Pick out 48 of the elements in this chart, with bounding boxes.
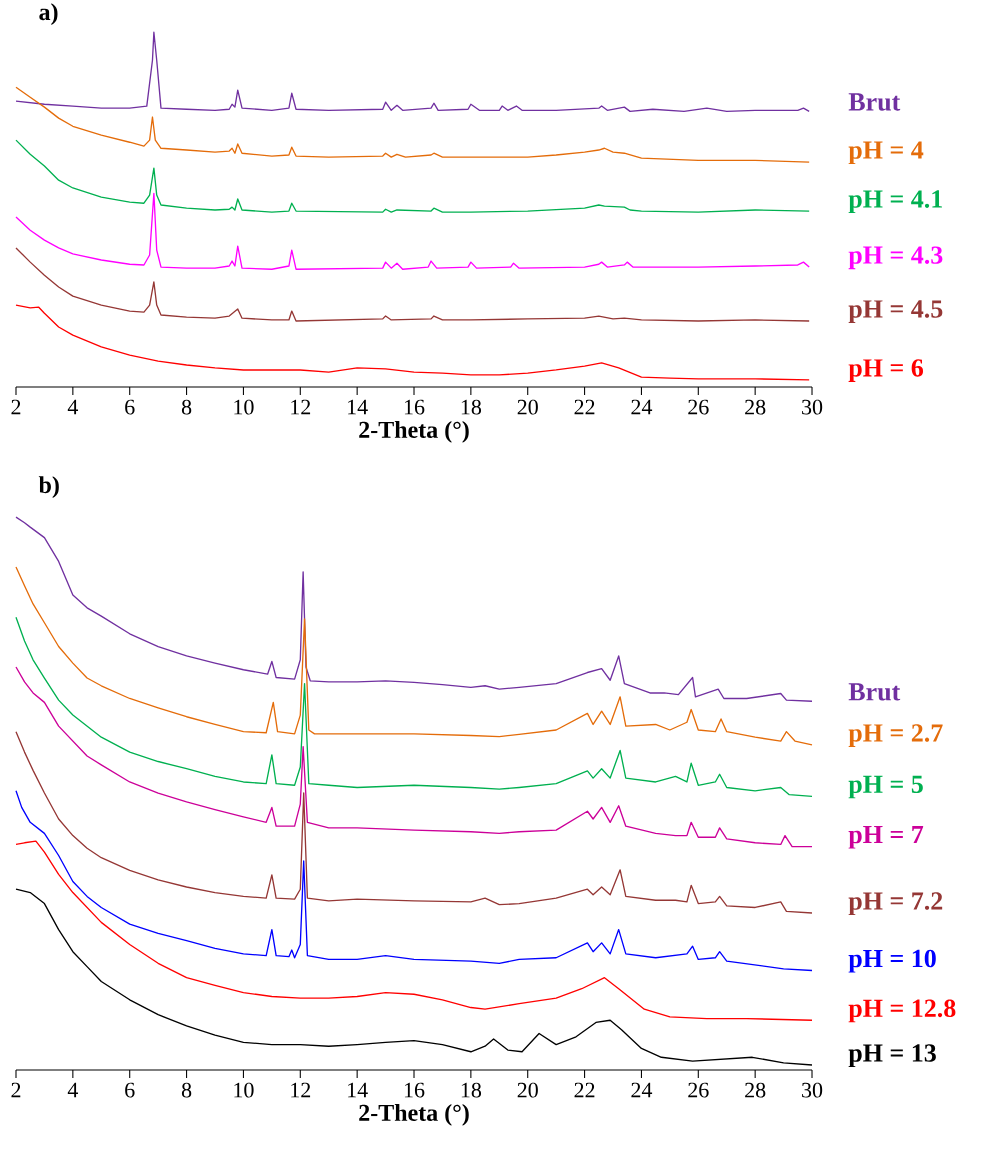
- x-tick-label: 10: [234, 1082, 254, 1098]
- x-tick-label: 14: [348, 399, 368, 415]
- x-tick-label: 24: [631, 399, 653, 415]
- x-tick-label: 6: [125, 399, 135, 415]
- x-tick-label: 2: [11, 1082, 21, 1098]
- series-label: pH = 12.8: [848, 999, 956, 1023]
- x-tick-label: 10: [234, 399, 254, 415]
- series-label: Brut: [848, 683, 901, 701]
- x-tick-label: 30: [802, 399, 823, 415]
- chart-title: a): [39, 3, 58, 25]
- x-tick-label: 26: [688, 399, 709, 415]
- series-label: Brut: [848, 93, 901, 111]
- x-tick-label: 4: [67, 1082, 79, 1098]
- x-tick-label: 4: [67, 399, 79, 415]
- series-label: pH = 13: [848, 1044, 936, 1068]
- x-tick-label: 28: [745, 399, 766, 415]
- series-label: pH = 4: [848, 141, 924, 165]
- x-tick-label: 6: [125, 1082, 135, 1098]
- series-label: pH = 7: [848, 826, 924, 849]
- x-tick-label: 16: [404, 1082, 425, 1098]
- x-tick-label: 26: [688, 1082, 709, 1098]
- series-label: pH = 5: [848, 775, 923, 799]
- x-tick-label: 22: [574, 399, 595, 415]
- x-tick-label: 22: [574, 1082, 595, 1098]
- x-tick-label: 14: [348, 1082, 368, 1098]
- x-tick-label: 24: [631, 1082, 653, 1098]
- x-tick-label: 18: [461, 399, 482, 415]
- series-label: pH = 6: [848, 359, 924, 382]
- x-tick-label: 2: [11, 399, 21, 415]
- x-tick-label: 12: [291, 1082, 311, 1098]
- x-tick-label: 28: [745, 1082, 766, 1098]
- series-label: pH = 4.1: [848, 190, 942, 214]
- series-label: pH = 2.7: [848, 724, 943, 747]
- x-tick-label: 30: [802, 1082, 823, 1098]
- x-tick-label: 16: [404, 399, 425, 415]
- chart-title: b): [38, 476, 59, 499]
- series-label: pH = 4.5: [848, 300, 943, 324]
- series-label: pH = 7.2: [848, 892, 943, 916]
- x-tick-label: 20: [517, 399, 538, 415]
- x-tick-label: 18: [461, 1082, 482, 1098]
- x-tick-label: 20: [517, 1082, 538, 1098]
- x-tick-label: 8: [181, 1082, 192, 1098]
- series-label: pH = 10: [848, 949, 936, 973]
- x-axis-title: 2-Theta (°): [359, 1104, 469, 1126]
- x-tick-label: 8: [181, 399, 192, 415]
- series-label: pH = 4.3: [848, 246, 943, 270]
- x-axis-title: 2-Theta (°): [359, 421, 469, 443]
- x-tick-label: 12: [291, 399, 311, 415]
